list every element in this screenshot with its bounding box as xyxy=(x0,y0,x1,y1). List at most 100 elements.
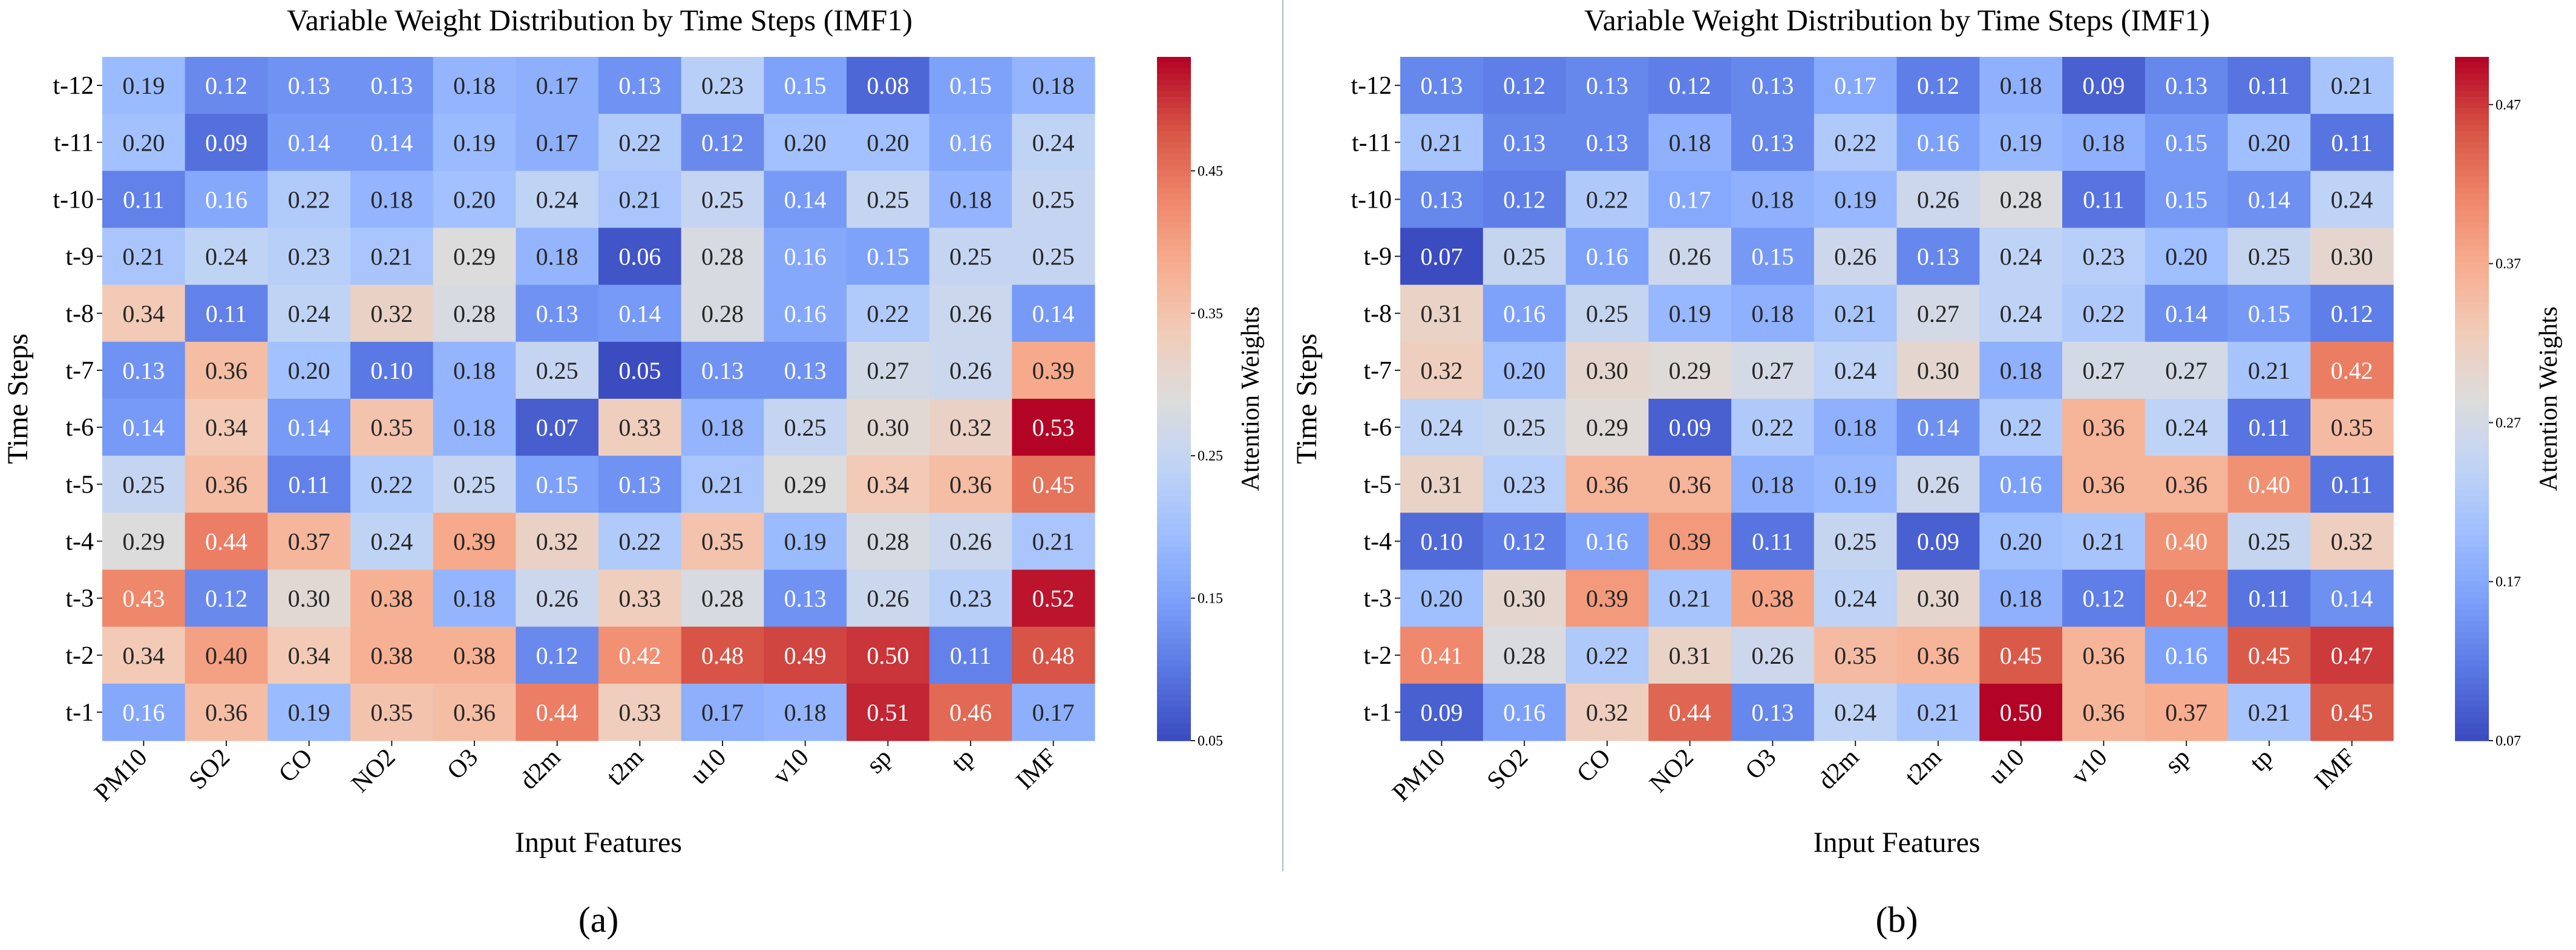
heatmap-cell xyxy=(1979,228,2063,286)
heatmap-cell xyxy=(1483,513,1567,571)
colorbar-segment xyxy=(2455,604,2489,611)
colorbar-segment xyxy=(1157,256,1191,263)
cell-value-label: 0.11 xyxy=(950,642,992,669)
cell-value-label: 0.12 xyxy=(1669,72,1711,99)
heatmap-cell xyxy=(1012,513,1095,571)
colorbar-segment xyxy=(2455,387,2489,394)
heatmap-cell xyxy=(1012,626,1095,684)
cell-value-label: 0.18 xyxy=(784,699,827,726)
cell-value-label: 0.25 xyxy=(453,471,496,498)
colorbar-segment xyxy=(1157,381,1191,388)
cell-value-label: 0.22 xyxy=(867,300,909,327)
cell-value-label: 0.33 xyxy=(618,699,661,726)
cell-value-label: 0.35 xyxy=(2331,414,2373,441)
cell-value-label: 0.22 xyxy=(1586,642,1628,669)
panel-label: (b) xyxy=(1876,900,1918,940)
cell-value-label: 0.19 xyxy=(784,528,827,555)
cell-value-label: 0.18 xyxy=(453,357,496,384)
heatmap-cell xyxy=(2145,228,2229,286)
colorbar-segment xyxy=(2455,615,2489,622)
cell-value-label: 0.11 xyxy=(1752,528,1794,555)
colorbar-segment xyxy=(1157,649,1191,656)
cell-value-label: 0.26 xyxy=(1834,243,1876,270)
cell-value-label: 0.31 xyxy=(1420,300,1463,327)
cell-value-label: 0.16 xyxy=(122,699,165,726)
colorbar-segment xyxy=(2455,74,2489,80)
cell-value-label: 0.32 xyxy=(1420,357,1463,384)
cell-value-label: 0.19 xyxy=(122,72,165,99)
heatmap-cell xyxy=(1565,341,1649,399)
colorbar-segment xyxy=(2455,712,2489,719)
colorbar-segment xyxy=(2455,416,2489,422)
colorbar-segment xyxy=(1157,301,1191,309)
heatmap-cell xyxy=(764,683,847,741)
cell-value-label: 0.14 xyxy=(784,186,827,213)
colorbar-tick-label: 0.37 xyxy=(2496,257,2521,272)
heatmap-cell xyxy=(2062,341,2146,399)
cell-value-label: 0.13 xyxy=(370,72,413,99)
colorbar-segment xyxy=(2455,131,2489,137)
colorbar-segment xyxy=(2455,655,2489,661)
colorbar-segment xyxy=(2455,62,2489,69)
colorbar-segment xyxy=(1157,330,1191,337)
colorbar-segment xyxy=(2455,330,2489,337)
heatmap-cell xyxy=(102,57,186,114)
cell-value-label: 0.27 xyxy=(2082,357,2125,384)
x-tick-label: d2m xyxy=(514,743,566,795)
colorbar-segment xyxy=(2455,239,2489,246)
cell-value-label: 0.16 xyxy=(1917,129,1959,156)
x-tick-label: t2m xyxy=(601,743,649,791)
cell-value-label: 0.34 xyxy=(867,471,909,498)
cell-value-label: 0.25 xyxy=(2248,243,2290,270)
heatmap-cell xyxy=(267,114,351,171)
heatmap-cell xyxy=(1565,114,1649,171)
cell-value-label: 0.42 xyxy=(2165,585,2207,612)
colorbar-segment xyxy=(1157,79,1191,86)
heatmap-cell xyxy=(1731,513,1815,571)
colorbar-segment xyxy=(1157,114,1191,120)
colorbar-segment xyxy=(1157,359,1191,365)
heatmap-cell xyxy=(598,399,682,456)
cell-value-label: 0.20 xyxy=(2165,243,2207,270)
cell-value-label: 0.26 xyxy=(949,300,992,327)
cell-value-label: 0.17 xyxy=(536,72,578,99)
heatmap-cell xyxy=(1896,683,1980,741)
heatmap-cell xyxy=(1400,683,1484,741)
heatmap-cell xyxy=(433,341,516,399)
heatmap-cell xyxy=(516,228,599,286)
colorbar-segment xyxy=(1157,638,1191,644)
colorbar-segment xyxy=(1157,228,1191,234)
cell-value-label: 0.36 xyxy=(2082,642,2125,669)
cell-value-label: 0.32 xyxy=(536,528,578,555)
heatmap-cell xyxy=(681,399,764,456)
y-tick-label: t-3 xyxy=(65,585,94,613)
heatmap-cell xyxy=(2227,513,2311,571)
colorbar-segment xyxy=(1157,666,1191,673)
colorbar-segment xyxy=(1157,718,1191,724)
cell-value-label: 0.31 xyxy=(1420,471,1463,498)
heatmap-cell xyxy=(681,57,764,114)
x-tick-label: O3 xyxy=(442,744,483,785)
cell-value-label: 0.36 xyxy=(1586,471,1628,498)
heatmap-cell xyxy=(1814,341,1898,399)
heatmap-cell xyxy=(1400,569,1484,627)
colorbar-segment xyxy=(1157,592,1191,599)
colorbar-segment xyxy=(1157,393,1191,399)
cell-value-label: 0.12 xyxy=(701,129,744,156)
cell-value-label: 0.25 xyxy=(536,357,578,384)
heatmap-cell xyxy=(350,228,434,286)
heatmap-cell xyxy=(433,569,516,627)
colorbar-segment xyxy=(2455,586,2489,593)
cell-value-label: 0.27 xyxy=(1751,357,1794,384)
colorbar-segment xyxy=(1157,586,1191,593)
heatmap-cell xyxy=(1814,171,1898,229)
cell-value-label: 0.24 xyxy=(1834,699,1876,726)
colorbar-segment xyxy=(1157,626,1191,633)
colorbar-segment xyxy=(1157,216,1191,223)
colorbar-segment xyxy=(2455,381,2489,388)
heatmap-cell xyxy=(929,626,1012,684)
cell-value-label: 0.14 xyxy=(370,129,413,156)
heatmap-cell xyxy=(185,171,268,229)
cell-value-label: 0.15 xyxy=(1751,243,1794,270)
colorbar-segment xyxy=(2455,194,2489,200)
